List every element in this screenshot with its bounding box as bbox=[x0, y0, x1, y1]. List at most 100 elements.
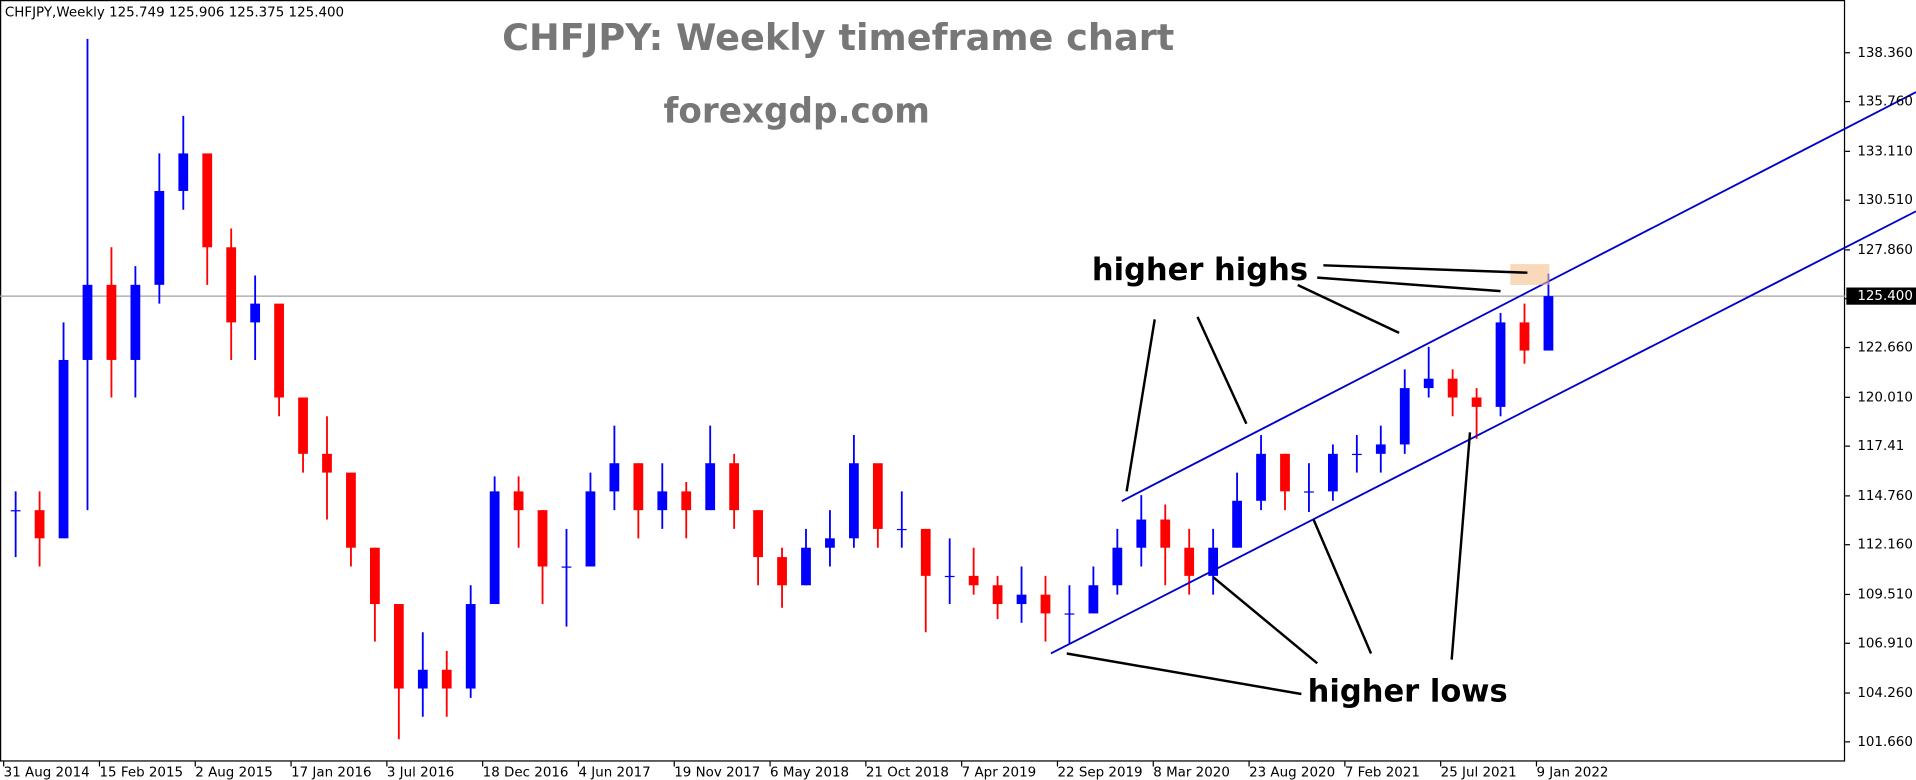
y-tick-label: 112.160 bbox=[1857, 537, 1913, 553]
candle-body bbox=[537, 510, 548, 567]
candle-body bbox=[393, 604, 404, 689]
x-tick-label: 8 Mar 2020 bbox=[1153, 765, 1230, 780]
candle-body bbox=[106, 284, 117, 360]
x-tick-label: 9 Jan 2022 bbox=[1536, 765, 1608, 780]
plot-frame bbox=[0, 0, 1846, 762]
candle-body bbox=[561, 566, 572, 568]
annotation: higher lows bbox=[1308, 674, 1508, 709]
price-label: 125.400 bbox=[1857, 288, 1913, 304]
candle-body bbox=[1016, 594, 1027, 605]
candle-body bbox=[849, 463, 859, 539]
x-tick-label: 19 Nov 2017 bbox=[674, 765, 760, 780]
chart-subtitle: forexgdp.com bbox=[664, 91, 930, 131]
x-tick-label: 7 Feb 2021 bbox=[1345, 765, 1420, 780]
arrow bbox=[1317, 276, 1501, 293]
candle-body bbox=[1447, 378, 1458, 398]
candle-body bbox=[346, 472, 356, 548]
annotation-arrows bbox=[1066, 264, 1528, 696]
axes-layer: 101.660 104.260 106.910 109.510 112.160 114.7… bbox=[3, 45, 1916, 780]
candle-body bbox=[681, 491, 692, 511]
candle-body bbox=[370, 547, 380, 605]
candle-body bbox=[1064, 613, 1075, 615]
candle-body bbox=[1328, 453, 1338, 492]
candle-body bbox=[1088, 585, 1099, 614]
arrow bbox=[1196, 316, 1248, 425]
candle-body bbox=[1543, 296, 1554, 351]
candle-body bbox=[274, 303, 284, 398]
candle-body bbox=[729, 463, 740, 511]
candle-body bbox=[585, 491, 596, 567]
candle-body bbox=[1471, 397, 1482, 407]
candle-body bbox=[226, 247, 237, 323]
price-label-box bbox=[1846, 287, 1916, 305]
candle-body bbox=[465, 604, 476, 689]
candle-body bbox=[1160, 519, 1171, 548]
candle-body bbox=[34, 510, 45, 539]
candle-body bbox=[130, 284, 141, 360]
arrow bbox=[1312, 519, 1373, 654]
x-tick-label: 4 Jun 2017 bbox=[578, 765, 650, 780]
candle-body bbox=[609, 463, 620, 492]
y-tick-label: 109.510 bbox=[1857, 586, 1913, 602]
candle-body bbox=[58, 359, 69, 539]
candle-body bbox=[82, 284, 93, 360]
candle-body bbox=[705, 463, 716, 511]
x-tick-label: 2 Aug 2015 bbox=[195, 765, 273, 780]
y-tick-label: 117.41 bbox=[1857, 438, 1904, 454]
y-tick-label: 120.010 bbox=[1857, 389, 1913, 405]
y-tick-label: 106.910 bbox=[1857, 635, 1913, 651]
y-tick-label: 135.760 bbox=[1857, 94, 1913, 110]
candle-body bbox=[489, 491, 500, 605]
candle-body bbox=[202, 153, 213, 248]
candle-body bbox=[298, 397, 308, 454]
candle-body bbox=[1280, 453, 1290, 492]
candle-body bbox=[1423, 378, 1434, 389]
chart-title: CHFJPY: Weekly timeframe chart bbox=[502, 16, 1174, 59]
candle-body bbox=[920, 528, 931, 576]
candle-body bbox=[1256, 453, 1266, 501]
candle-body bbox=[417, 669, 428, 689]
candle-body bbox=[1304, 491, 1314, 493]
candles-layer bbox=[10, 38, 1554, 740]
arrow bbox=[1125, 319, 1156, 492]
candle-body bbox=[322, 453, 332, 473]
candle-body bbox=[801, 547, 811, 586]
y-tick-label: 138.360 bbox=[1857, 45, 1913, 61]
candle-body bbox=[178, 153, 189, 191]
candle-body bbox=[250, 303, 261, 323]
y-tick-label: 114.760 bbox=[1857, 488, 1913, 504]
annotation: higher highs bbox=[1092, 253, 1308, 288]
y-tick-label: 127.860 bbox=[1857, 242, 1913, 258]
arrow bbox=[1323, 264, 1528, 274]
candle-body bbox=[657, 491, 668, 511]
candle-body bbox=[1232, 500, 1242, 548]
y-tick-label: 101.660 bbox=[1857, 734, 1913, 750]
y-tick-label: 133.110 bbox=[1857, 143, 1913, 159]
candle-body bbox=[992, 585, 1003, 605]
candle-body bbox=[513, 491, 524, 511]
candle-body bbox=[1208, 547, 1219, 576]
y-tick-label: 122.660 bbox=[1857, 340, 1913, 356]
candle-body bbox=[1399, 388, 1410, 445]
candle-body bbox=[154, 190, 165, 285]
candle-body bbox=[10, 510, 21, 512]
candle-body bbox=[1184, 547, 1195, 576]
x-tick-label: 7 Apr 2019 bbox=[962, 765, 1037, 780]
candle-body bbox=[896, 528, 907, 531]
candle-body bbox=[441, 669, 452, 689]
x-tick-label: 31 Aug 2014 bbox=[4, 765, 90, 780]
candle-body bbox=[1112, 547, 1123, 586]
candle-body bbox=[1519, 322, 1530, 351]
candle-body bbox=[1495, 322, 1506, 407]
arrow bbox=[1066, 652, 1302, 696]
x-tick-label: 23 Aug 2020 bbox=[1249, 765, 1335, 780]
channel-lower bbox=[1050, 210, 1916, 655]
x-tick-label: 3 Jul 2016 bbox=[387, 765, 454, 780]
candle-body bbox=[633, 463, 644, 511]
candle-body bbox=[777, 557, 787, 586]
candle-body bbox=[944, 575, 955, 578]
candle-body bbox=[1040, 594, 1051, 614]
x-tick-label: 21 Oct 2018 bbox=[866, 765, 949, 780]
x-tick-label: 6 May 2018 bbox=[770, 765, 849, 780]
